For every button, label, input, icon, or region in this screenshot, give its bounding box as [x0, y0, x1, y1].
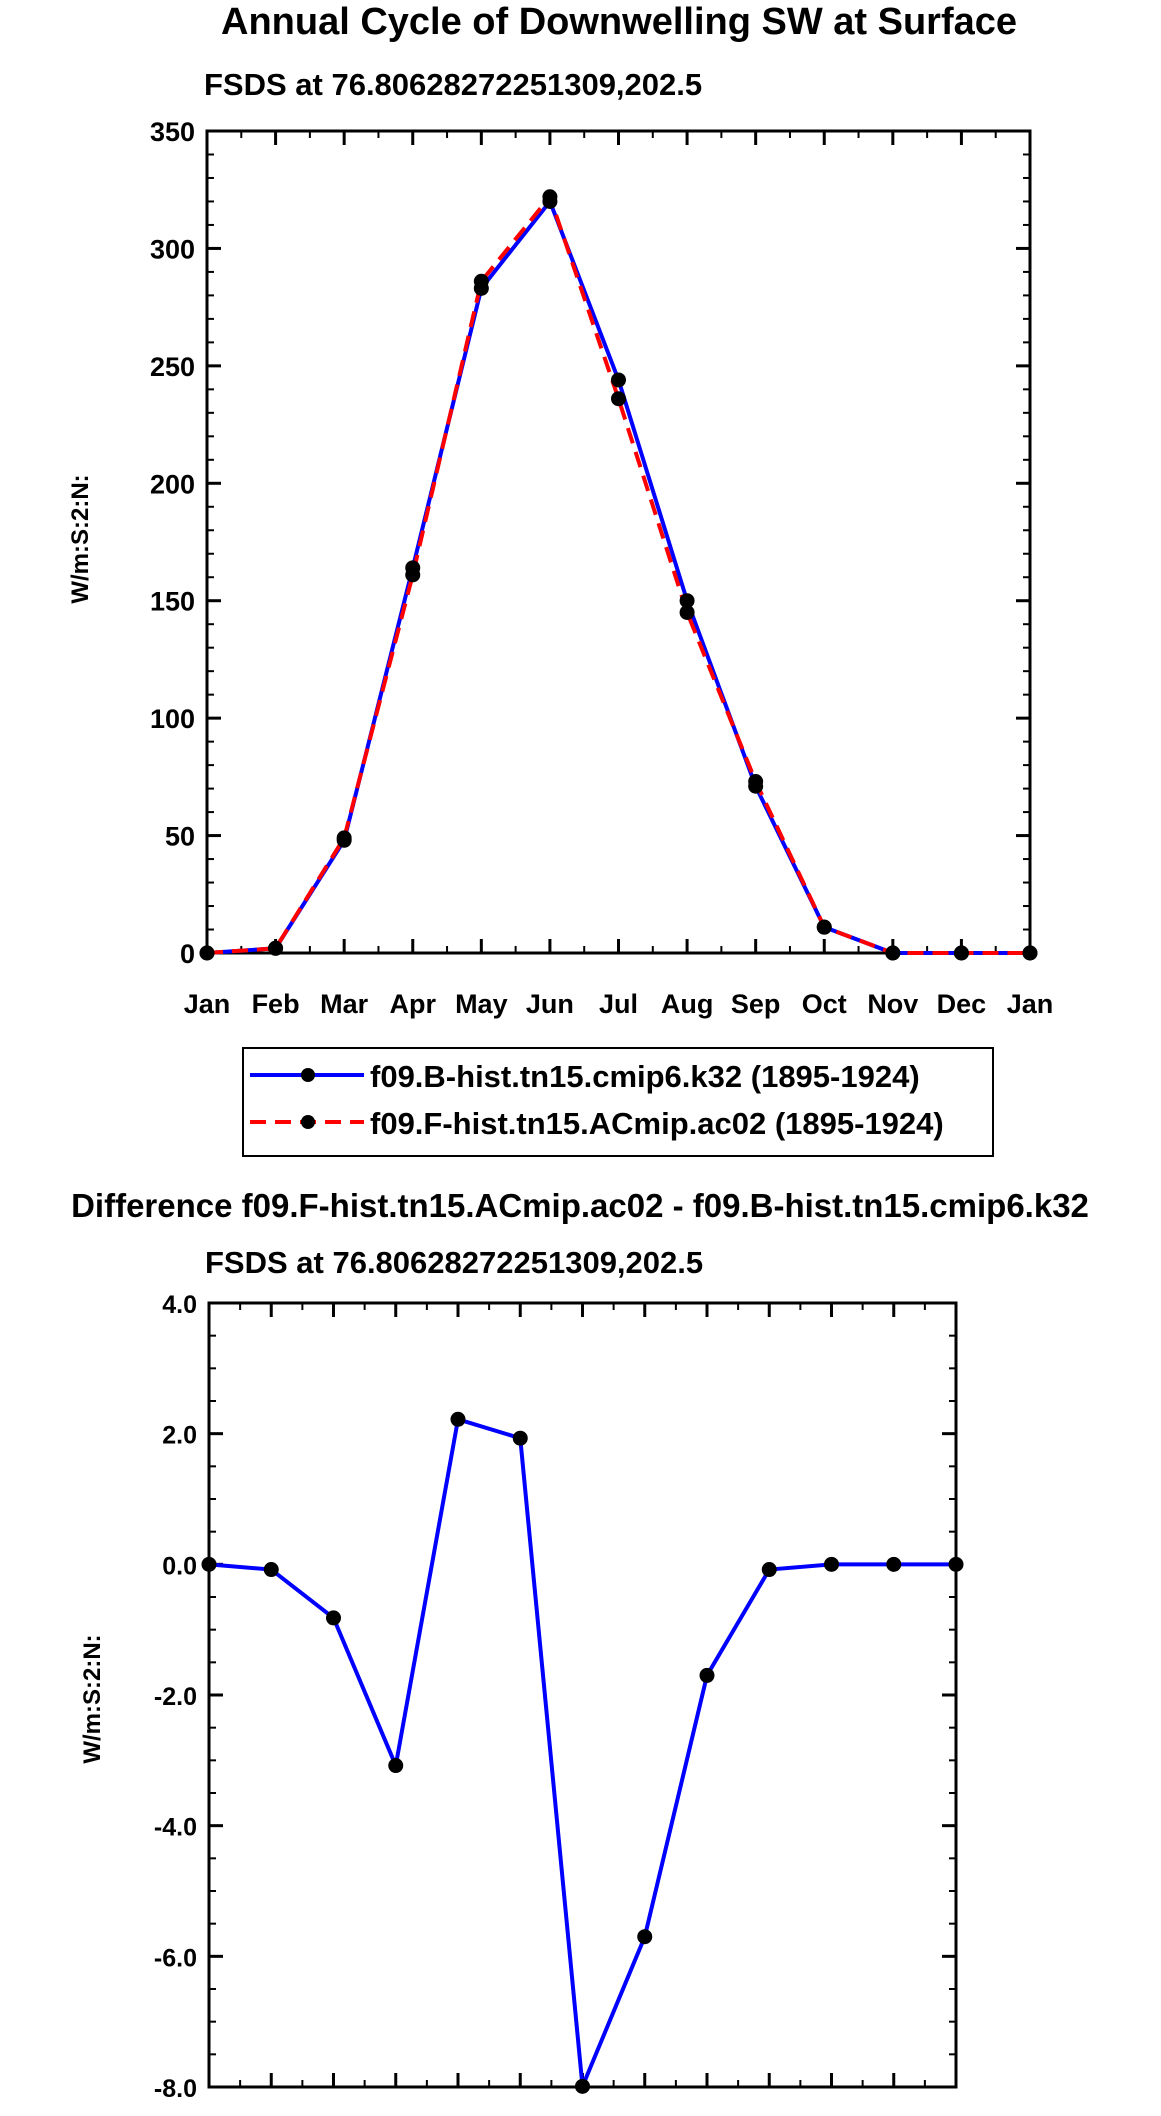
plot-frame	[207, 1301, 958, 2089]
x-tick-label: May	[455, 989, 508, 1019]
data-point	[336, 830, 352, 846]
y-tick-label: 200	[150, 469, 195, 499]
x-tick-label: Feb	[252, 989, 300, 1019]
data-point	[268, 940, 284, 956]
x-tick-label: Dec	[937, 989, 987, 1019]
data-point	[611, 372, 626, 388]
series-line-1	[206, 199, 1030, 955]
data-point	[679, 604, 695, 620]
data-point	[263, 1562, 279, 1578]
x-tick-label: Jan	[1007, 989, 1054, 1019]
legend-entry: f09.B-hist.tn15.cmip6.k32 (1895-1924)	[244, 1055, 992, 1099]
plot-frame	[205, 129, 1032, 955]
x-tick-label: Nov	[867, 989, 918, 1019]
data-point	[637, 1929, 653, 1945]
data-point	[948, 1556, 964, 1572]
y-tick-label: -2.0	[154, 1683, 197, 1711]
y-tick-label: 4.0	[162, 1291, 197, 1319]
data-point	[201, 1556, 217, 1572]
data-point	[388, 1758, 404, 1774]
x-tick-label: Aug	[661, 989, 713, 1019]
data-point	[748, 774, 764, 790]
y-tick-label: -8.0	[154, 2075, 197, 2103]
data-point	[326, 1610, 341, 1626]
data-point	[824, 1556, 839, 1572]
y-tick-label: 250	[150, 352, 195, 382]
legend: f09.B-hist.tn15.cmip6.k32 (1895-1924) f0…	[242, 1047, 994, 1157]
data-point	[199, 945, 215, 961]
data-point	[611, 391, 626, 407]
y-tick-label: -6.0	[154, 1944, 197, 1972]
y-tick-label: -4.0	[154, 1814, 197, 1842]
x-tick-label: Sep	[731, 989, 781, 1019]
legend-swatch-dashed	[250, 1115, 364, 1129]
data-point	[761, 1562, 777, 1578]
chart-title: Annual Cycle of Downwelling SW at Surfac…	[221, 1, 1017, 43]
y-tick-label: 0	[180, 939, 195, 969]
series-line-2	[206, 194, 1030, 955]
y-tick-label: 150	[150, 587, 195, 617]
legend-swatch-solid	[250, 1068, 364, 1082]
chart-title: Difference f09.F-hist.tn15.ACmip.ac02 - …	[71, 1187, 1089, 1224]
x-tick-label: Apr	[390, 989, 437, 1019]
x-tick-label: Jul	[599, 989, 638, 1019]
data-point	[542, 189, 558, 205]
y-tick-label: 0.0	[162, 1552, 197, 1580]
data-point	[512, 1430, 528, 1446]
data-point	[405, 567, 421, 583]
series-line-1	[208, 1417, 956, 2089]
x-tick-label: Jan	[184, 989, 231, 1019]
data-point	[886, 1556, 902, 1572]
data-point	[885, 945, 901, 961]
y-tick-label: 300	[150, 234, 195, 264]
annual-cycle-chart: Annual Cycle of Downwelling SW at Surfac…	[67, 1, 1053, 1019]
data-point	[450, 1411, 466, 1427]
data-point	[953, 945, 969, 961]
legend-label: f09.B-hist.tn15.cmip6.k32 (1895-1924)	[370, 1059, 920, 1094]
x-tick-label: Jun	[526, 989, 574, 1019]
legend-label: f09.F-hist.tn15.ACmip.ac02 (1895-1924)	[370, 1106, 944, 1141]
data-point	[699, 1667, 715, 1683]
data-point	[473, 273, 489, 289]
chart-subtitle: FSDS at 76.80628272251309,202.5	[205, 1245, 703, 1280]
x-tick-label: Oct	[802, 989, 847, 1019]
data-point	[679, 593, 695, 609]
y-axis-label: W/m:S:2:N:	[79, 1634, 106, 1763]
data-point	[816, 919, 832, 935]
y-tick-label: 2.0	[162, 1422, 197, 1450]
legend-entry: f09.F-hist.tn15.ACmip.ac02 (1895-1924)	[244, 1102, 992, 1146]
y-tick-label: 50	[165, 822, 195, 852]
chart-subtitle: FSDS at 76.80628272251309,202.5	[204, 67, 702, 102]
difference-chart: Difference f09.F-hist.tn15.ACmip.ac02 - …	[71, 1187, 1089, 2103]
y-tick-label: 350	[150, 117, 195, 147]
y-tick-label: 100	[150, 704, 195, 734]
data-point	[1022, 945, 1038, 961]
y-axis-label: W/m:S:2:N:	[67, 474, 94, 603]
data-point	[575, 2078, 590, 2094]
x-tick-label: Mar	[320, 989, 369, 1019]
